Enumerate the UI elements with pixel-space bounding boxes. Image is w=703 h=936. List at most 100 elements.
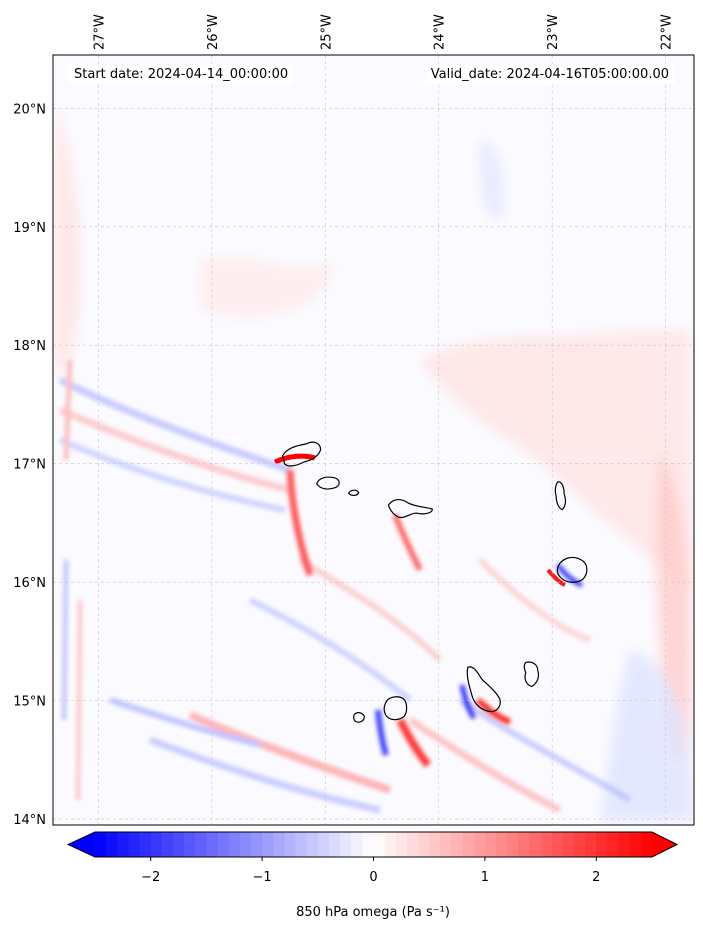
- colorbar-tick-label: 1: [480, 870, 490, 885]
- map-area[interactable]: 27°W 26°W 25°W 24°W 23°W 22°W 20°N 19°N 18°N 17°…: [13, 14, 695, 828]
- island-outline: [556, 556, 588, 583]
- island-outlines: [281, 441, 588, 723]
- colorbar-cell: [462, 832, 475, 857]
- colorbar-cell: [585, 832, 597, 857]
- colorbar-cell: [496, 832, 508, 857]
- longitude-tick-label: 23°W: [546, 14, 561, 50]
- colorbar-cell: [362, 832, 375, 857]
- colorbar-cell: [473, 832, 486, 857]
- colorbar-cell: [540, 832, 553, 857]
- longitude-tick-label: 22°W: [660, 14, 675, 50]
- strong-updraft-core: [273, 453, 316, 465]
- colorbar-cell: [239, 832, 252, 857]
- colorbar-cell: [529, 832, 542, 857]
- longitude-tick-label: 27°W: [92, 14, 107, 50]
- longitude-tick-label: 26°W: [206, 14, 221, 50]
- colorbar-cell: [328, 832, 341, 857]
- latitude-tick-label: 17°N: [13, 458, 46, 473]
- colorbar-cell: [184, 832, 196, 857]
- latitude-tick-label: 15°N: [13, 695, 46, 710]
- wave-band: [109, 697, 261, 748]
- colorbar-cell: [139, 832, 152, 857]
- colorbar-cell: [451, 832, 464, 857]
- strong-updraft-core: [546, 568, 566, 587]
- colorbar-cell: [406, 832, 419, 857]
- colorbar-cell: [117, 832, 130, 857]
- colorbar-cell: [607, 832, 620, 857]
- colorbar-tick-label: 0: [369, 870, 378, 885]
- colorbar-cell: [262, 832, 274, 857]
- colorbar-cell: [317, 832, 330, 857]
- colorbar-cell: [95, 832, 107, 857]
- colorbar-cell: [351, 832, 363, 857]
- wave-band: [188, 711, 392, 794]
- colorbar-cell: [596, 832, 609, 857]
- colorbar-cell: [551, 832, 564, 857]
- colorbar-cell: [518, 832, 531, 857]
- latitude-tick-label: 14°N: [13, 813, 46, 828]
- colorbar-cell: [395, 832, 408, 857]
- colorbar-cells: [95, 832, 653, 857]
- wave-band: [477, 557, 591, 643]
- colorbar-cell: [250, 832, 263, 857]
- island-outline: [281, 441, 322, 467]
- strong-updraft-plume: [475, 697, 512, 725]
- wave-band: [58, 437, 286, 513]
- colorbar-cell: [217, 832, 230, 857]
- island-outline: [383, 696, 408, 721]
- colorbar-cell: [618, 832, 631, 857]
- colorbar-label: 850 hPa omega (Pa s⁻¹): [296, 905, 450, 920]
- broad-positive-region: [55, 100, 81, 380]
- colorbar-cell: [150, 832, 163, 857]
- map-frame: [52, 54, 695, 826]
- colorbar-cell: [161, 832, 174, 857]
- wave-band: [458, 697, 632, 803]
- colorbar-cell: [273, 832, 285, 857]
- strong-updraft-plume: [392, 513, 423, 572]
- island-outline: [353, 712, 365, 723]
- latitude-tick-label: 19°N: [13, 221, 46, 236]
- wave-band: [148, 736, 381, 814]
- broad-positive-region: [200, 257, 332, 317]
- strong-updraft-plume: [286, 469, 314, 577]
- wave-band: [408, 717, 562, 814]
- colorbar-tick-label: 2: [592, 870, 601, 885]
- colorbar-cell: [418, 832, 430, 857]
- wave-band: [58, 376, 292, 474]
- strong-updraft-plume: [396, 718, 432, 768]
- colorbar-cell: [373, 832, 386, 857]
- island-outline: [466, 666, 501, 713]
- omega-field: [55, 100, 694, 820]
- broad-negative-region: [600, 650, 694, 820]
- strong-downdraft-plume: [375, 709, 389, 756]
- island-outline: [554, 481, 567, 511]
- colorbar-cell: [106, 832, 118, 857]
- longitude-tick-label: 24°W: [433, 14, 448, 50]
- colorbar-cell: [295, 832, 308, 857]
- colorbar-cell: [172, 832, 185, 857]
- latitude-tick-label: 18°N: [13, 339, 46, 354]
- island-outline: [316, 476, 340, 490]
- gridlines: [53, 55, 694, 825]
- wave-band: [61, 559, 69, 721]
- latitude-labels: 20°N 19°N 18°N 17°N 16°N 15°N 14°N: [13, 102, 46, 828]
- colorbar-cell: [629, 832, 642, 857]
- colorbar-cell: [206, 832, 219, 857]
- colorbar-extend-high: [652, 832, 677, 857]
- colorbar-cell: [284, 832, 297, 857]
- colorbar: [66, 831, 679, 861]
- valid-date-label: Valid_date: 2024-04-16T05:00:00.00: [424, 65, 675, 84]
- colorbar-outline: [66, 831, 679, 858]
- wave-band: [75, 599, 83, 801]
- island-outline: [523, 661, 540, 688]
- colorbar-tickmarks: [150, 857, 597, 861]
- wave-band: [248, 597, 412, 703]
- broad-negative-region: [479, 140, 504, 221]
- colorbar-tick-label: −2: [141, 870, 161, 885]
- colorbar-cell: [195, 832, 207, 857]
- colorbar-cell: [440, 832, 453, 857]
- colorbar-cell: [640, 832, 653, 857]
- colorbar-cell: [384, 832, 397, 857]
- colorbar-cell: [507, 832, 519, 857]
